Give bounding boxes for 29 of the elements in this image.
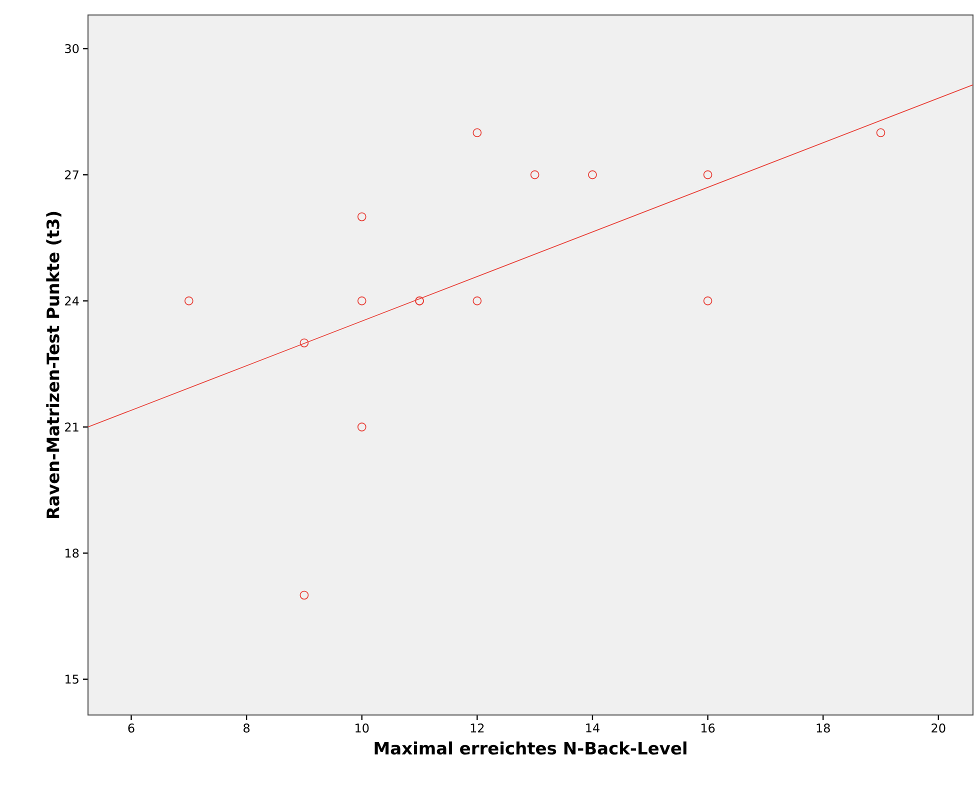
point — [472, 128, 482, 138]
point — [588, 170, 597, 180]
x-tick-label: 16 — [701, 724, 715, 733]
y-tick-label: 21 — [65, 422, 78, 432]
point — [184, 296, 194, 306]
x-tick-label: 8 — [244, 724, 250, 733]
point — [357, 212, 366, 222]
point — [472, 296, 482, 306]
y-tick-label: 30 — [65, 44, 79, 54]
point — [300, 590, 309, 600]
y-tick-label: 18 — [66, 548, 79, 558]
y-tick-label: 15 — [66, 674, 78, 684]
x-tick-label: 12 — [470, 724, 484, 732]
point — [876, 128, 886, 138]
y-tick-label: 24 — [65, 296, 79, 306]
point — [300, 338, 309, 348]
x-tick-label: 14 — [586, 724, 600, 732]
point — [703, 170, 712, 180]
x-axis-title: Maximal erreichtes N-Back-Level — [374, 741, 686, 755]
x-tick-label: 6 — [128, 724, 134, 733]
x-tick-label: 10 — [356, 724, 369, 733]
y-axis-title: Raven-Matrizen-Test Punkte (t3) — [46, 212, 62, 518]
x-tick-label: 20 — [932, 724, 946, 733]
point — [530, 170, 540, 180]
point — [357, 296, 366, 306]
point — [703, 296, 712, 306]
y-tick-label: 27 — [65, 170, 78, 180]
x-tick-label: 18 — [816, 724, 830, 733]
point — [357, 422, 366, 432]
